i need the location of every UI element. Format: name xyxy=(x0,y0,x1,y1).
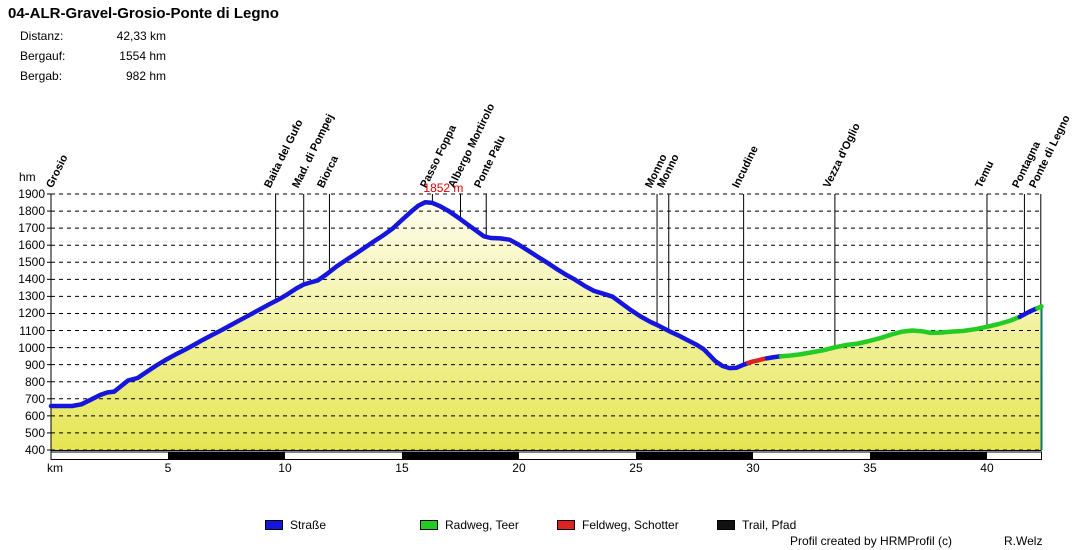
stat-ascent-label: Bergauf: xyxy=(20,49,66,63)
y-tick-label: 1100 xyxy=(19,323,45,338)
x-tick-label: 25 xyxy=(629,461,643,475)
author-text: R.Welz xyxy=(1004,534,1043,548)
elevation-area-fill xyxy=(51,202,1042,450)
km-scale-bar xyxy=(50,451,1042,460)
y-tick-label: 1500 xyxy=(18,255,45,270)
peak-elevation-label: 1852 m xyxy=(423,181,464,195)
profile-segment-bike xyxy=(1035,304,1044,311)
y-axis-unit-label: hm xyxy=(19,170,36,184)
km-scale-bar-segment xyxy=(635,452,753,460)
y-tick-label: 1300 xyxy=(18,289,45,304)
bike-path-color-swatch xyxy=(420,520,438,530)
legend-item-road: Straße xyxy=(265,518,326,532)
y-tick-label: 900 xyxy=(24,357,45,372)
gravel-color-swatch xyxy=(557,520,575,530)
stat-distance: Distanz: 42,33 km xyxy=(20,26,166,46)
stat-distance-value: 42,33 km xyxy=(116,29,166,43)
legend-item-bike-path: Radweg, Teer xyxy=(420,518,519,532)
page-title: 04-ALR-Gravel-Grosio-Ponte di Legno xyxy=(8,5,279,22)
stat-ascent: Bergauf: 1554 hm xyxy=(20,46,166,66)
km-scale-bar-segment xyxy=(869,452,987,460)
stat-descent-label: Bergab: xyxy=(20,69,63,83)
stat-ascent-value: 1554 hm xyxy=(119,49,166,63)
x-tick-label: 30 xyxy=(746,461,760,475)
y-tick-label: 1400 xyxy=(18,272,45,287)
y-tick-label: 1200 xyxy=(18,306,45,321)
legend-label-gravel: Feldweg, Schotter xyxy=(582,518,679,532)
x-tick-label: 5 xyxy=(164,461,172,475)
y-tick-label: 800 xyxy=(24,374,45,389)
x-tick-label: 35 xyxy=(863,461,877,475)
y-tick-label: 500 xyxy=(24,425,45,440)
y-tick-label: 600 xyxy=(24,408,45,423)
y-tick-label: 700 xyxy=(24,391,45,406)
legend-item-gravel: Feldweg, Schotter xyxy=(557,518,679,532)
y-tick-label: 1900 xyxy=(18,187,45,201)
profile-segment-road xyxy=(48,199,751,409)
profile-segment-bike xyxy=(778,314,1022,359)
legend-label-road: Straße xyxy=(290,518,327,532)
created-by-text: Profil created by HRMProfil (c) xyxy=(790,534,953,548)
x-tick-label: 10 xyxy=(278,461,292,475)
legend-item-trail: Trail, Pfad xyxy=(717,518,796,532)
route-stats: Distanz: 42,33 km Bergauf: 1554 hm Berga… xyxy=(20,26,166,86)
y-tick-label: 1600 xyxy=(18,238,45,253)
legend-label-trail: Trail, Pfad xyxy=(742,518,797,532)
x-tick-label: 20 xyxy=(512,461,526,475)
stat-descent: Bergab: 982 hm xyxy=(20,66,166,86)
stat-distance-label: Distanz: xyxy=(20,29,64,43)
x-axis-unit-label: km xyxy=(47,461,63,475)
km-scale-bar-segment xyxy=(167,452,285,460)
y-tick-label: 400 xyxy=(24,443,45,457)
y-tick-label: 1800 xyxy=(18,204,45,219)
legend-label-bike-path: Radweg, Teer xyxy=(445,518,519,532)
trail-color-swatch xyxy=(717,520,735,530)
km-scale-bar-segment xyxy=(401,452,519,460)
y-tick-label: 1000 xyxy=(18,340,45,355)
y-tick-label: 1700 xyxy=(18,221,45,236)
x-tick-label: 15 xyxy=(395,461,409,475)
x-tick-label: 40 xyxy=(980,461,994,475)
stat-descent-value: 982 hm xyxy=(125,69,166,83)
road-color-swatch xyxy=(265,520,283,530)
